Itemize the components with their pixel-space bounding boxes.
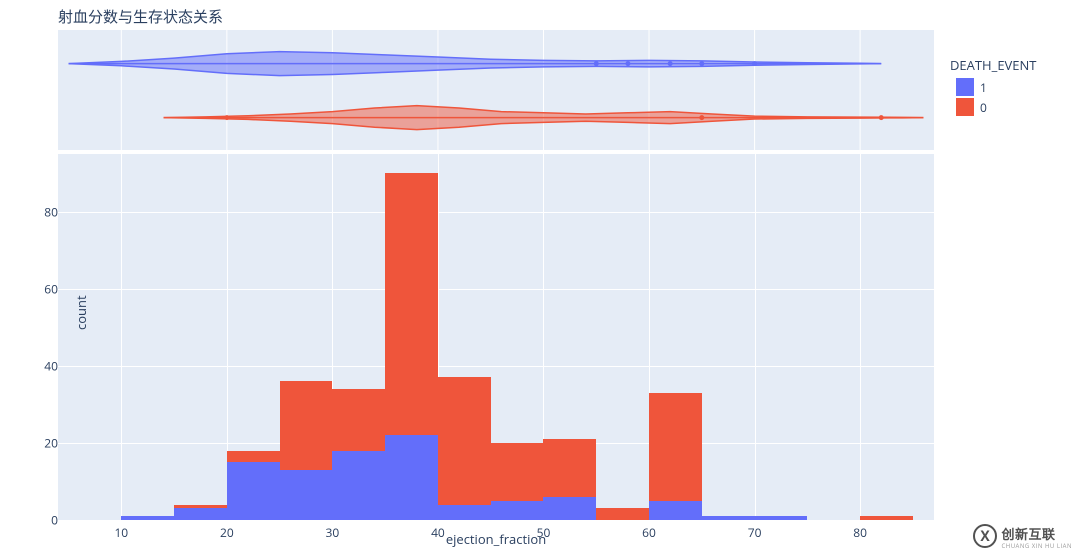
y-tick-label: 20 [18,434,58,451]
hist-bar-death0[interactable] [860,516,913,520]
legend-swatch-0 [956,98,974,116]
hist-bar-death0[interactable] [385,173,438,435]
hist-bar-death1[interactable] [438,505,491,520]
hist-bar-death1[interactable] [121,516,174,520]
violin-point[interactable] [224,115,229,120]
y-tick-label: 60 [18,280,58,297]
hist-bar-death1[interactable] [649,501,702,520]
chart-title: 射血分数与生存状态关系 [58,6,223,27]
x-axis-label: ejection_fraction [58,530,934,548]
legend-title: DEATH_EVENT [950,56,1036,74]
hist-bar-death0[interactable] [174,505,227,509]
y-tick-label: 40 [18,357,58,374]
hist-bar-death1[interactable] [702,516,755,520]
y-tick-label: 80 [18,203,58,220]
violin-point[interactable] [879,115,884,120]
legend-item-1[interactable]: 1 [956,78,1036,96]
hist-bar-death1[interactable] [385,435,438,520]
svg-text:X: X [981,527,991,546]
hist-bar-death0[interactable] [596,508,649,520]
hist-bar-death1[interactable] [755,516,808,520]
legend-swatch-1 [956,78,974,96]
violin-point[interactable] [625,61,630,66]
gridline-x [755,154,756,520]
hist-bar-death0[interactable] [332,389,385,451]
hist-bar-death1[interactable] [280,470,333,520]
y-axis-label: count [72,295,90,330]
violin-point[interactable] [699,61,704,66]
hist-bar-death0[interactable] [543,439,596,497]
hist-bar-death0[interactable] [280,381,333,470]
hist-bar-death1[interactable] [332,451,385,520]
y-tick-label: 0 [18,512,58,529]
hist-bar-death1[interactable] [543,497,596,520]
hist-bar-death1[interactable] [174,508,227,520]
violin-panel [58,30,934,150]
violin-point[interactable] [668,61,673,66]
watermark-subtext: CHUANG XIN HU LIAN [1001,542,1072,550]
gridline-y [58,212,934,213]
violin-point[interactable] [752,61,757,66]
gridline-y [58,520,934,521]
watermark-logo-icon: X [973,524,997,548]
gridline-x [121,154,122,520]
hist-bar-death1[interactable] [227,462,280,520]
hist-bar-death0[interactable] [649,393,702,501]
gridline-x [860,154,861,520]
legend-label-1: 1 [980,79,987,96]
hist-bar-death1[interactable] [491,501,544,520]
hist-bar-death0[interactable] [491,443,544,501]
legend: DEATH_EVENT 1 0 [950,56,1036,118]
legend-label-0: 0 [980,99,987,116]
hist-bar-death0[interactable] [438,377,491,504]
violin-point[interactable] [594,61,599,66]
gridline-y [58,289,934,290]
plot-area: 1020304050607080 count ejection_fraction [58,30,934,520]
violin-point[interactable] [699,115,704,120]
watermark: X 创新互联 CHUANG XIN HU LIAN [973,522,1072,550]
histogram-panel: 1020304050607080 [58,154,934,520]
violin-svg [58,30,934,150]
legend-item-0[interactable]: 0 [956,98,1036,116]
watermark-text: 创新互联 [1001,525,1055,543]
hist-bar-death0[interactable] [227,451,280,463]
gridline-y [58,366,934,367]
